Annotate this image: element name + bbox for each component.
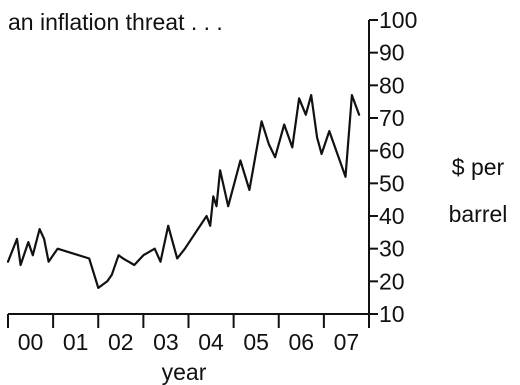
x-tick-label: 05: [243, 329, 269, 355]
y-tick-label: 10: [379, 301, 405, 327]
x-axis-label: year: [162, 359, 207, 385]
x-tick-label: 03: [153, 329, 179, 355]
y-axis-label-line-2: barrel: [449, 201, 508, 227]
y-axis-label-line-1: $ per: [452, 154, 505, 180]
y-tick-label: 40: [379, 203, 405, 229]
y-tick-label: 90: [379, 40, 405, 66]
x-tick-label: 06: [289, 329, 315, 355]
price-series-line: [6, 93, 361, 289]
y-tick-label: 100: [379, 7, 417, 33]
x-axis: 00 01 02 03 04 05 06 07: [7, 313, 370, 355]
y-tick-label: 70: [379, 105, 405, 131]
y-tick-label: 30: [379, 236, 405, 262]
y-axis: 10 20 30 40 50 60 70 80 90 100: [368, 7, 417, 327]
chart-title: an inflation threat . . .: [8, 9, 223, 35]
y-tick-label: 20: [379, 268, 405, 294]
x-tick-label: 07: [334, 329, 360, 355]
x-tick-label: 01: [63, 329, 89, 355]
y-tick-label: 60: [379, 138, 405, 164]
series-layer: [6, 93, 361, 289]
y-tick-label: 80: [379, 72, 405, 98]
x-tick-label: 04: [198, 329, 224, 355]
x-tick-label: 00: [18, 329, 44, 355]
y-tick-label: 50: [379, 170, 405, 196]
x-tick-label: 02: [108, 329, 134, 355]
